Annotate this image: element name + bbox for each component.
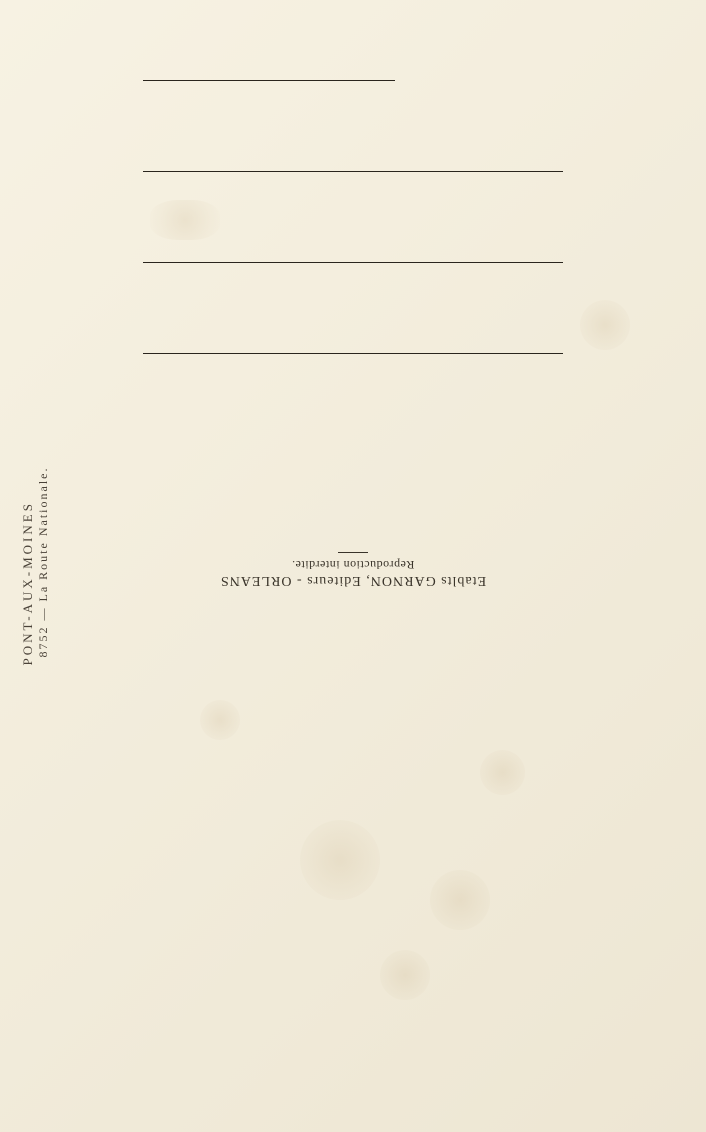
caption-block: PONT-AUX-MOINES 8752 — La Route National… xyxy=(20,467,51,666)
caption-text: La Route Nationale. xyxy=(36,467,50,602)
divider-icon xyxy=(338,552,368,553)
caption-separator: — xyxy=(36,601,50,625)
address-rule xyxy=(143,80,395,81)
address-lines xyxy=(143,80,563,444)
location-title: PONT-AUX-MOINES xyxy=(20,467,36,666)
publisher-block: Etablts GARNON, Editeurs - ORLEANS Repro… xyxy=(153,548,553,588)
paper-stain xyxy=(580,300,630,350)
paper-stain xyxy=(430,870,490,930)
address-rule xyxy=(143,262,563,263)
publisher-name: Etablts GARNON, Editeurs - ORLEANS xyxy=(153,572,553,588)
address-rule xyxy=(143,353,563,354)
paper-stain xyxy=(480,750,525,795)
caption-line: 8752 — La Route Nationale. xyxy=(36,467,51,658)
paper-stain xyxy=(300,820,380,900)
address-rule xyxy=(143,171,563,172)
reproduction-notice: Reproduction interdite. xyxy=(153,557,553,572)
paper-stain xyxy=(200,700,240,740)
caption-number: 8752 xyxy=(36,625,50,657)
postcard-back: PONT-AUX-MOINES 8752 — La Route National… xyxy=(0,0,706,1132)
paper-stain xyxy=(380,950,430,1000)
